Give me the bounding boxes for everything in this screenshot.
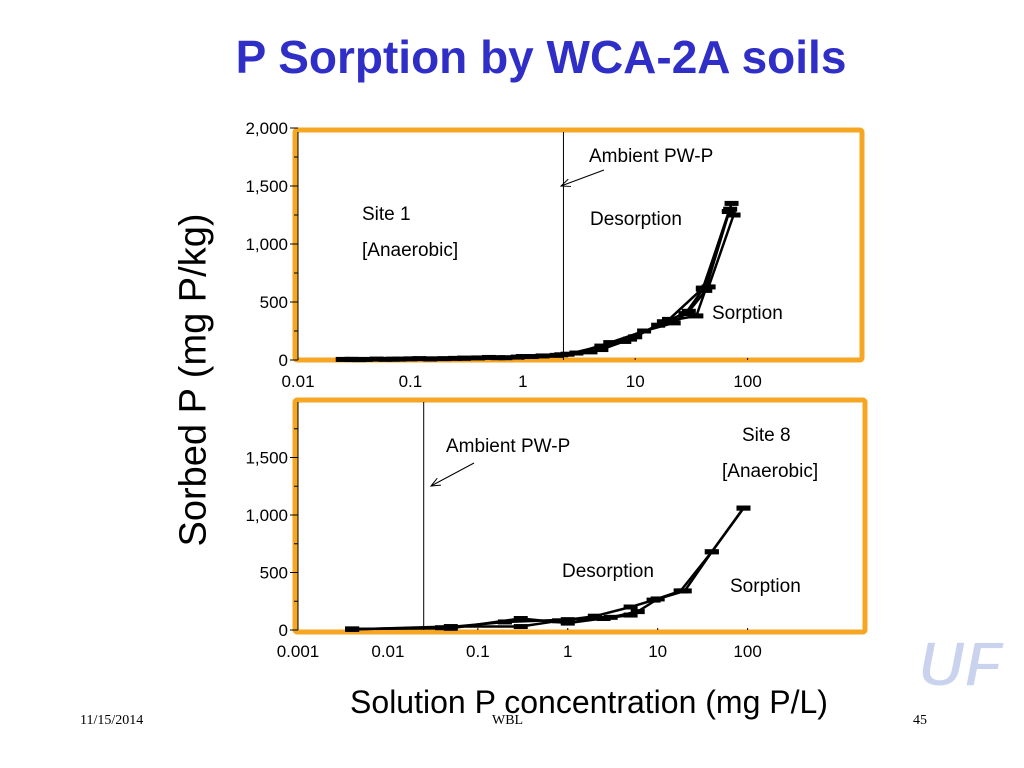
data-point [673,588,688,594]
data-point [623,612,638,618]
data-point [560,620,575,626]
series-line [352,507,745,631]
site-label: Site 1 [362,204,411,225]
data-point [678,311,693,317]
x-tick-label: 0.01 [371,642,404,661]
data-point [603,340,618,346]
slide-title: P Sorption by WCA-2A soils [235,31,847,83]
series-line [342,208,732,361]
data-point [498,355,513,361]
x-tick-label: 10 [626,372,645,391]
x-tick-label: 0.1 [466,642,490,661]
x-axis-title: Solution P concentration (mg P/L) [350,684,828,720]
data-point [335,356,350,362]
desorption-label: Desorption [562,561,654,582]
chart-site-8: 0 500 1,000 1,500 0.001 0.01 0.1 1 10 100 Site 8 [A… [245,397,868,661]
x-tick-label: 0.001 [277,642,320,661]
condition-label: [Anaerobic] [362,240,458,261]
data-point [594,347,609,353]
data-point [726,212,741,218]
footer-date: 11/15/2014 [80,713,144,728]
uf-logo-text: UF [918,628,1005,700]
data-point [344,356,359,362]
data-point [587,613,602,619]
data-point [736,505,751,511]
ambient-arrow-head [429,477,442,487]
data-point [721,209,736,215]
data-point [345,626,360,632]
data-point [435,625,450,631]
data-point [423,356,438,362]
desorption-label: Desorption [590,209,682,230]
data-point [623,604,638,610]
data-point [695,286,710,292]
data-point [596,616,611,621]
page-number: 45 [913,713,927,728]
data-point [457,355,472,361]
data-point [513,624,528,630]
data-point [689,313,704,319]
x-tick-label: 1 [563,642,572,661]
sorption-label: Sorption [730,576,801,597]
y-tick-label: 1,000 [245,506,288,525]
data-point [637,328,652,334]
sorption-label: Sorption [712,303,783,324]
x-tick-label: 0.1 [399,372,423,391]
plot-frame [292,127,865,363]
y-tick-label: 0 [279,351,288,370]
data-point [560,617,575,623]
x-tick-label: 100 [733,642,761,661]
y-tick-label: 500 [260,293,288,312]
y-tick-label: 1,500 [245,177,288,196]
uf-logo: UF [917,627,1006,701]
x-tick-label: 1 [518,372,527,391]
data-point [513,616,528,621]
series-line [359,211,730,361]
data-point [385,356,400,362]
condition-label: [Anaerobic] [722,461,818,482]
data-point [646,597,661,603]
series-line [352,507,745,631]
footer-center: WBL [492,713,524,728]
ambient-label: Ambient PW-P [589,146,713,167]
site-label: Site 8 [742,425,791,446]
y-tick-label: 0 [279,621,288,640]
data-point [535,353,550,359]
plot-frame [292,397,868,635]
chart-site-1: 0 500 1,000 1,500 2,000 0.01 0.1 1 10 100 Site 1 [A… [245,119,865,391]
data-point [623,336,638,342]
data-point [656,319,671,325]
x-tick-label: 10 [648,642,667,661]
ambient-arrow [430,462,475,487]
data-point [666,320,681,326]
y-tick-label: 2,000 [245,119,288,138]
y-tick-label: 1,000 [245,235,288,254]
data-point [724,200,739,206]
data-point [630,609,645,615]
y-tick-label: 500 [260,564,288,583]
series-line [351,214,735,361]
ambient-label: Ambient PW-P [446,436,570,457]
y-tick-label: 1,500 [245,449,288,468]
ambient-arrow-head [559,178,572,187]
ambient-arrow [560,169,605,187]
data-point [352,357,367,363]
data-point [569,350,584,356]
x-tick-label: 0.01 [281,372,314,391]
data-point [497,619,512,625]
x-tick-label: 100 [733,372,761,391]
data-point [704,549,719,555]
